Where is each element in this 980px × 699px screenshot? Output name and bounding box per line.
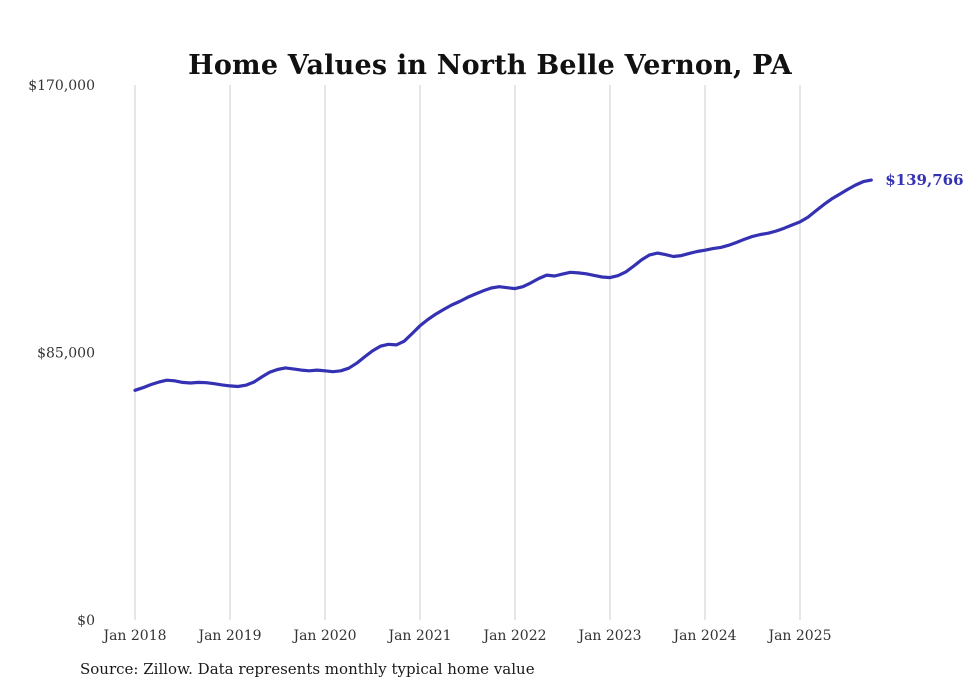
x-tick-label: Jan 2024 [671, 628, 736, 644]
chart-title: Home Values in North Belle Vernon, PA [188, 50, 792, 82]
y-tick-label: $85,000 [37, 346, 95, 362]
x-tick-label: Jan 2023 [576, 628, 641, 644]
x-tick-label: Jan 2019 [196, 628, 261, 644]
home-value-line [133, 178, 873, 392]
x-tick-label: Jan 2025 [766, 628, 831, 644]
y-tick-label: $170,000 [28, 78, 95, 94]
x-tick-label: Jan 2022 [481, 628, 546, 644]
x-tick-label: Jan 2018 [101, 628, 166, 644]
x-tick-label: Jan 2021 [386, 628, 451, 644]
y-tick-label: $0 [77, 613, 95, 629]
source-note: Source: Zillow. Data represents monthly … [80, 660, 535, 678]
x-tick-label: Jan 2020 [291, 628, 356, 644]
final-value-label: $139,766 [885, 171, 963, 189]
